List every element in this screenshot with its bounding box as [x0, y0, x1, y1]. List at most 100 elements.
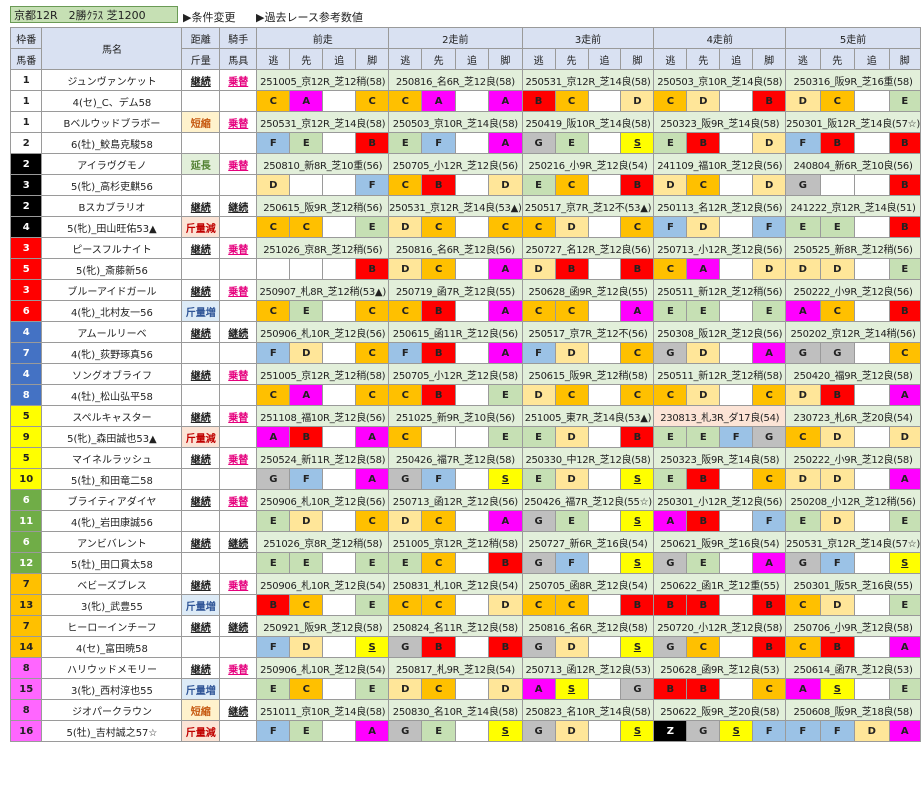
past-race-info[interactable]: 250301_小12R_芝12良(56)	[653, 489, 787, 511]
past-race-info[interactable]: 250713_函12R_芝12良(53)	[521, 657, 655, 679]
past-race-info[interactable]: 250426_福7R_芝12良(55☆)	[521, 489, 655, 511]
past-race-info[interactable]: 250705_小12R_芝12良(58)	[388, 363, 523, 385]
past-race-info[interactable]: 250719_函7R_芝12良(55)	[388, 279, 523, 301]
horse-name[interactable]: ハリウッドメモリー	[41, 657, 183, 679]
past-race-info[interactable]: 250824_名11R_芝12良(58)	[388, 615, 523, 637]
horse-name[interactable]: ヒーローインチーフ	[41, 615, 183, 637]
past-race-info[interactable]: 250608_阪9R_芝18良(58)	[785, 699, 921, 721]
past-race-info[interactable]: 250316_阪9R_芝16重(58)	[785, 69, 921, 91]
past-race-info[interactable]: 250906_札10R_芝12良(56)	[256, 489, 390, 511]
past-race-info[interactable]: 250906_札10R_芝12良(56)	[256, 321, 390, 343]
past-race-info[interactable]: 240804_新6R_芝10良(56)	[785, 153, 921, 175]
past-race-info[interactable]: 250831_札10R_芝12良(54)	[388, 573, 523, 595]
past-race-info[interactable]: 251026_京8R_芝12稍(58)	[256, 531, 390, 553]
past-race-info[interactable]: 250208_小12R_芝12稍(56)	[785, 489, 921, 511]
past-race-info[interactable]: 250810_新8R_芝10重(56)	[256, 153, 390, 175]
past-race-info[interactable]: 250517_京7R_芝12不(53▲)	[521, 195, 655, 217]
horse-name[interactable]: アイラヴグモノ	[41, 153, 183, 175]
past-race-info[interactable]: 251005_京12R_芝12稍(58)	[388, 531, 523, 553]
past-race-info[interactable]: 250113_名12R_芝12良(56)	[653, 195, 787, 217]
past-race-info[interactable]: 250222_小9R_芝12良(58)	[785, 447, 921, 469]
past-race-info[interactable]: 250308_阪12R_芝12良(56)	[653, 321, 787, 343]
past-race-reference-link[interactable]: ▶過去レース参考数値	[256, 11, 363, 24]
horse-name[interactable]: ソングオブライフ	[41, 363, 183, 385]
past-race-info[interactable]: 230813_札3R_ダ17良(54)	[653, 405, 787, 427]
past-race-info[interactable]: 250503_京10R_芝14良(58)	[653, 69, 787, 91]
past-race-info[interactable]: 250511_新12R_芝12稍(56)	[653, 279, 787, 301]
past-race-info[interactable]: 250511_新12R_芝12稍(58)	[653, 363, 787, 385]
past-race-info[interactable]: 250621_阪9R_芝16良(54)	[653, 531, 787, 553]
past-race-info[interactable]: 250706_小9R_芝12良(58)	[785, 615, 921, 637]
horse-name[interactable]: Bスカブラリオ	[41, 195, 183, 217]
past-race-info[interactable]: 250720_小12R_芝12良(58)	[653, 615, 787, 637]
past-race-info[interactable]: 251025_新9R_芝10良(56)	[388, 405, 523, 427]
horse-name[interactable]: ベビーズブレス	[41, 573, 183, 595]
past-race-info[interactable]: 250615_函11R_芝12良(56)	[388, 321, 523, 343]
past-race-info[interactable]: 250816_名6R_芝12良(58)	[521, 615, 655, 637]
past-race-info[interactable]: 251005_京12R_芝12稍(58)	[256, 363, 390, 385]
horse-name[interactable]: アムールリーベ	[41, 321, 183, 343]
horse-name[interactable]: ブライティアダイヤ	[41, 489, 183, 511]
past-race-info[interactable]: 250817_札9R_芝12良(54)	[388, 657, 523, 679]
past-race-info[interactable]: 250426_福7R_芝12良(58)	[388, 447, 523, 469]
past-race-info[interactable]: 250622_阪9R_芝20良(58)	[653, 699, 787, 721]
past-race-info[interactable]: 250906_札10R_芝12良(54)	[256, 657, 390, 679]
past-race-info[interactable]: 250222_小9R_芝12良(56)	[785, 279, 921, 301]
past-race-info[interactable]: 250420_福9R_芝12良(58)	[785, 363, 921, 385]
past-race-info[interactable]: 241222_京12R_芝14良(51)	[785, 195, 921, 217]
horse-name[interactable]: ジュンヴァンケット	[41, 69, 183, 91]
past-race-info[interactable]: 250517_京7R_芝12不(56)	[521, 321, 655, 343]
past-race-info[interactable]: 250906_札10R_芝12良(54)	[256, 573, 390, 595]
past-race-info[interactable]: 250907_札8R_芝12稍(53▲)	[256, 279, 390, 301]
past-race-info[interactable]: 250628_函9R_芝12良(53)	[653, 657, 787, 679]
past-race-info[interactable]: 250301_阪5R_芝16良(55)	[785, 573, 921, 595]
past-race-info[interactable]: 250301_阪12R_芝14良(57☆)	[785, 111, 921, 133]
past-race-info[interactable]: 251005_京12R_芝12稍(58)	[256, 69, 390, 91]
past-race-info[interactable]: 241109_福10R_芝12良(56)	[653, 153, 787, 175]
past-race-info[interactable]: 250531_京12R_芝14良(53▲)	[388, 195, 523, 217]
rating-nige: G	[785, 552, 821, 574]
past-race-info[interactable]: 250615_阪9R_芝12稍(58)	[521, 363, 655, 385]
past-race-info[interactable]: 230723_札6R_芝20良(54)	[785, 405, 921, 427]
past-race-info[interactable]: 250323_阪9R_芝14良(58)	[653, 447, 787, 469]
horse-name[interactable]: ピースフルナイト	[41, 237, 183, 259]
past-race-info[interactable]: 250816_名6R_芝12良(58)	[388, 69, 523, 91]
past-race-info[interactable]: 250713_函12R_芝12良(56)	[388, 489, 523, 511]
past-race-info[interactable]: 250525_新8R_芝12稍(56)	[785, 237, 921, 259]
past-race-info[interactable]: 250524_新11R_芝12良(58)	[256, 447, 390, 469]
horse-name[interactable]: マイネルラッシュ	[41, 447, 183, 469]
horse-name[interactable]: ジオパークラウン	[41, 699, 183, 721]
past-race-info[interactable]: 251026_京8R_芝12稍(56)	[256, 237, 390, 259]
past-race-info[interactable]: 250531_京12R_芝14良(58)	[521, 69, 655, 91]
past-race-info[interactable]: 250330_中12R_芝12良(58)	[521, 447, 655, 469]
past-race-info[interactable]: 250705_小12R_芝12良(56)	[388, 153, 523, 175]
past-race-info[interactable]: 250216_小9R_芝12良(54)	[521, 153, 655, 175]
past-race-info[interactable]: 250503_京10R_芝14良(58)	[388, 111, 523, 133]
past-race-info[interactable]: 250323_阪9R_芝14良(58)	[653, 111, 787, 133]
past-race-info[interactable]: 250531_京12R_芝14良(58)	[256, 111, 390, 133]
horse-name[interactable]: アンビバレント	[41, 531, 183, 553]
past-race-info[interactable]: 250614_函7R_芝12良(53)	[785, 657, 921, 679]
past-race-info[interactable]: 250727_名12R_芝12良(56)	[521, 237, 655, 259]
past-race-info[interactable]: 250713_小12R_芝12良(56)	[653, 237, 787, 259]
horse-name[interactable]: Bベルウッドブラボー	[41, 111, 183, 133]
past-race-info[interactable]: 250727_新6R_芝16良(54)	[521, 531, 655, 553]
past-race-info[interactable]: 251108_福10R_芝12良(56)	[256, 405, 390, 427]
past-race-info[interactable]: 250622_函1R_芝12重(55)	[653, 573, 787, 595]
past-race-info[interactable]: 251011_京10R_芝14良(58)	[256, 699, 390, 721]
past-race-info[interactable]: 250921_阪9R_芝12良(58)	[256, 615, 390, 637]
horse-name[interactable]: スペルキャスター	[41, 405, 183, 427]
past-race-info[interactable]: 250830_名10R_芝14良(58)	[388, 699, 523, 721]
horse-name[interactable]: ブルーアイドガール	[41, 279, 183, 301]
past-race-info[interactable]: 250419_阪10R_芝14良(58)	[521, 111, 655, 133]
past-race-info[interactable]: 250816_名6R_芝12良(56)	[388, 237, 523, 259]
past-race-info[interactable]: 250531_京12R_芝14良(57☆)	[785, 531, 921, 553]
past-race-info[interactable]: 250705_函8R_芝12良(54)	[521, 573, 655, 595]
rating-kyaku: S	[488, 720, 523, 742]
past-race-info[interactable]: 251005_東7R_芝14良(53▲)	[521, 405, 655, 427]
past-race-info[interactable]: 250615_阪9R_芝12稍(56)	[256, 195, 390, 217]
past-race-info[interactable]: 250202_京12R_芝14稍(56)	[785, 321, 921, 343]
past-race-info[interactable]: 250628_函9R_芝12良(55)	[521, 279, 655, 301]
past-race-info[interactable]: 250823_名10R_芝14良(58)	[521, 699, 655, 721]
change-condition-link[interactable]: ▶条件変更	[183, 11, 236, 24]
